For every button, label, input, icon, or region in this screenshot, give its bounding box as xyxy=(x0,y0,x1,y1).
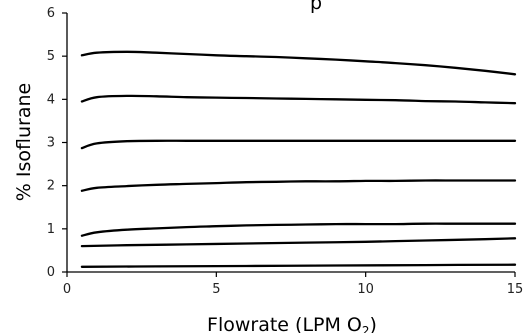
y-tick-label: 6 xyxy=(47,6,55,21)
x-axis-title-close: ) xyxy=(370,314,377,333)
x-tick-label: 5 xyxy=(212,282,220,297)
x-tick-label: 15 xyxy=(507,282,524,297)
x-axis-title: Flowrate (LPM O2) xyxy=(207,314,377,333)
y-tick-label: 3 xyxy=(47,136,55,151)
x-tick-label: 10 xyxy=(357,282,374,297)
y-tick-label: 2 xyxy=(47,179,55,194)
series-line-5 xyxy=(80,222,517,237)
ticks: 0 1 2 3 4 5 6 0 5 10 15 xyxy=(47,6,524,297)
y-tick-label: 0 xyxy=(47,265,55,280)
chart-title-fragment: p xyxy=(310,0,322,14)
series-lines xyxy=(80,50,517,268)
series-line-6 xyxy=(80,237,517,248)
series-line-4 xyxy=(80,179,517,192)
x-axis-title-subscript: 2 xyxy=(362,324,370,333)
y-tick-label: 5 xyxy=(47,49,55,64)
y-axis-title: % Isoflurane xyxy=(13,83,35,201)
x-tick-label: 0 xyxy=(63,282,71,297)
series-line-1 xyxy=(80,50,517,76)
x-axis-title-main: Flowrate (LPM O xyxy=(207,314,362,333)
y-tick-label: 1 xyxy=(47,222,55,237)
series-line-2 xyxy=(80,94,517,105)
series-line-3 xyxy=(80,139,517,150)
y-tick-label: 4 xyxy=(47,92,55,107)
series-line-7 xyxy=(80,263,517,268)
